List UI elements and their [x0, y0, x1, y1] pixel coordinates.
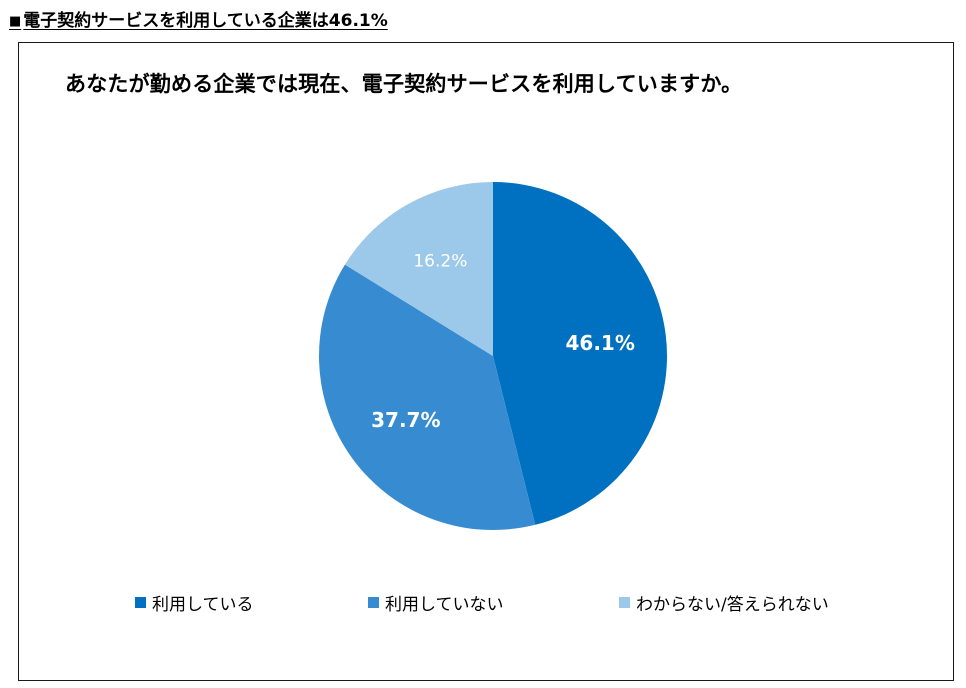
page-heading: ■ 電子契約サービスを利用している企業は46.1% [9, 6, 388, 31]
chart-title: あなたが勤める企業では現在、電子契約サービスを利用していますか。 [65, 72, 743, 96]
pie-slice-2 [318, 264, 536, 530]
legend-label: 利用していない [385, 595, 504, 615]
heading-marker: ■ [9, 14, 22, 29]
pie-slice-1 [493, 182, 667, 525]
legend-item-not-using: 利用していない [368, 590, 504, 615]
legend-swatch [368, 597, 379, 608]
data-label-3: 16.2% [413, 252, 467, 272]
legend-swatch [619, 597, 630, 608]
chart-legend: 利用している 利用していない わからない/答えられない [19, 590, 953, 615]
legend-label: 利用している [152, 595, 254, 615]
legend-label: わからない/答えられない [636, 595, 829, 615]
heading-text: 電子契約サービスを利用している企業は46.1% [23, 11, 388, 31]
legend-item-unknown: わからない/答えられない [619, 590, 829, 615]
pie-slice-3 [344, 182, 493, 356]
chart-frame: あなたが勤める企業では現在、電子契約サービスを利用していますか。 46.1% 37… [18, 42, 954, 681]
legend-swatch [135, 597, 146, 608]
pie-chart: 46.1% 37.7% 16.2% [318, 182, 667, 530]
data-label-1: 46.1% [565, 331, 634, 355]
data-label-2: 37.7% [371, 408, 440, 432]
legend-item-using: 利用している [135, 590, 254, 615]
